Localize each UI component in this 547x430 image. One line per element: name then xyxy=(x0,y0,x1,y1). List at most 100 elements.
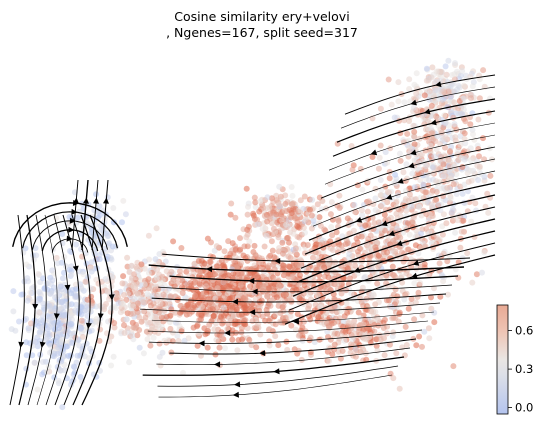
scatter-point xyxy=(150,334,157,341)
scatter-point xyxy=(482,203,489,210)
scatter-point xyxy=(157,362,164,369)
scatter-point xyxy=(209,306,216,312)
scatter-point xyxy=(45,280,51,287)
streamline xyxy=(22,211,118,249)
scatter-point xyxy=(471,136,478,143)
scatter-point xyxy=(192,292,199,299)
scatter-point xyxy=(121,322,127,329)
streamline-arrowhead xyxy=(72,265,79,272)
scatter-point xyxy=(54,319,61,326)
scatter-point xyxy=(451,88,458,95)
scatter-point xyxy=(246,336,253,343)
scatter-point xyxy=(457,141,464,148)
scatter-point xyxy=(348,290,355,297)
scatter-point xyxy=(239,336,246,343)
scatter-point xyxy=(400,139,407,146)
scatter-point xyxy=(346,305,353,312)
scatter-point xyxy=(324,320,330,327)
scatter-point xyxy=(214,263,221,270)
scatter-point xyxy=(277,318,284,325)
scatter-point xyxy=(396,385,403,392)
scatter-point xyxy=(203,283,210,290)
scatter-point xyxy=(10,288,17,295)
scatter-point xyxy=(395,232,402,239)
scatter-point xyxy=(413,342,420,349)
scatter-point xyxy=(201,260,208,267)
scatter-point xyxy=(272,321,279,328)
scatter-point xyxy=(68,321,75,328)
scatter-point xyxy=(105,318,112,325)
scatter-point xyxy=(280,303,287,309)
scatter-point xyxy=(401,296,408,303)
scatter-point xyxy=(425,182,432,189)
scatter-point xyxy=(301,193,308,200)
scatter-point xyxy=(120,197,127,204)
scatter-point xyxy=(221,279,228,286)
scatter-point xyxy=(339,348,346,354)
scatter-point xyxy=(160,291,167,298)
scatter-point xyxy=(394,192,401,199)
scatter-point xyxy=(74,352,81,359)
scatter-point xyxy=(276,245,283,251)
scatter-point xyxy=(196,316,203,323)
scatter-point xyxy=(447,195,454,202)
scatter-point xyxy=(413,233,420,239)
scatter-point xyxy=(54,260,61,267)
scatter-point xyxy=(325,262,332,269)
streamline-arrowhead xyxy=(274,258,281,264)
scatter-point xyxy=(396,311,403,318)
scatter-point xyxy=(468,95,474,102)
scatter-point xyxy=(266,204,273,211)
scatter-point xyxy=(174,297,181,304)
scatter-point xyxy=(202,331,209,338)
scatter-point xyxy=(428,74,435,81)
streamline-arrowhead xyxy=(410,149,417,156)
scatter-point xyxy=(309,196,316,203)
scatter-point xyxy=(306,291,313,298)
streamline xyxy=(328,122,496,171)
scatter-point xyxy=(454,68,460,75)
scatter-point xyxy=(429,164,436,171)
scatter-point xyxy=(384,159,391,166)
scatter-point xyxy=(436,260,443,267)
scatter-point xyxy=(480,67,487,74)
scatter-point xyxy=(134,332,141,339)
scatter-point xyxy=(53,254,60,261)
scatter-point xyxy=(411,316,418,323)
scatter-point xyxy=(440,173,447,180)
scatter-point xyxy=(415,250,422,257)
scatter-point xyxy=(128,262,135,269)
scatter-point xyxy=(242,295,249,302)
scatter-point xyxy=(204,344,211,351)
scatter-point xyxy=(270,225,277,232)
scatter-point xyxy=(370,292,377,299)
scatter-point xyxy=(423,211,430,218)
scatter-point xyxy=(468,157,475,164)
scatter-point xyxy=(377,225,384,231)
scatter-point xyxy=(212,320,219,327)
scatter-point xyxy=(68,290,75,297)
streamline-arrowhead xyxy=(397,178,404,184)
scatter-point xyxy=(321,289,328,296)
scatter-point xyxy=(450,181,457,188)
scatter-point xyxy=(372,195,379,202)
scatter-point xyxy=(307,334,314,341)
scatter-point xyxy=(237,246,244,253)
streamline xyxy=(336,98,496,143)
streamline-arrowhead xyxy=(435,81,442,88)
streamline-arrowhead xyxy=(248,277,255,284)
scatter-point xyxy=(78,284,85,291)
scatter-point xyxy=(155,330,162,336)
streamline xyxy=(147,320,429,334)
scatter-point xyxy=(73,301,80,308)
scatter-point xyxy=(402,187,409,194)
scatter-point xyxy=(334,202,341,209)
streamline-arrowhead xyxy=(292,318,299,325)
scatter-point xyxy=(199,303,205,310)
scatter-point xyxy=(119,219,125,226)
scatter-point xyxy=(18,291,25,298)
scatter-point xyxy=(419,312,426,319)
scatter-point xyxy=(386,189,393,196)
scatter-point xyxy=(135,268,142,275)
scatter-point xyxy=(28,320,34,327)
